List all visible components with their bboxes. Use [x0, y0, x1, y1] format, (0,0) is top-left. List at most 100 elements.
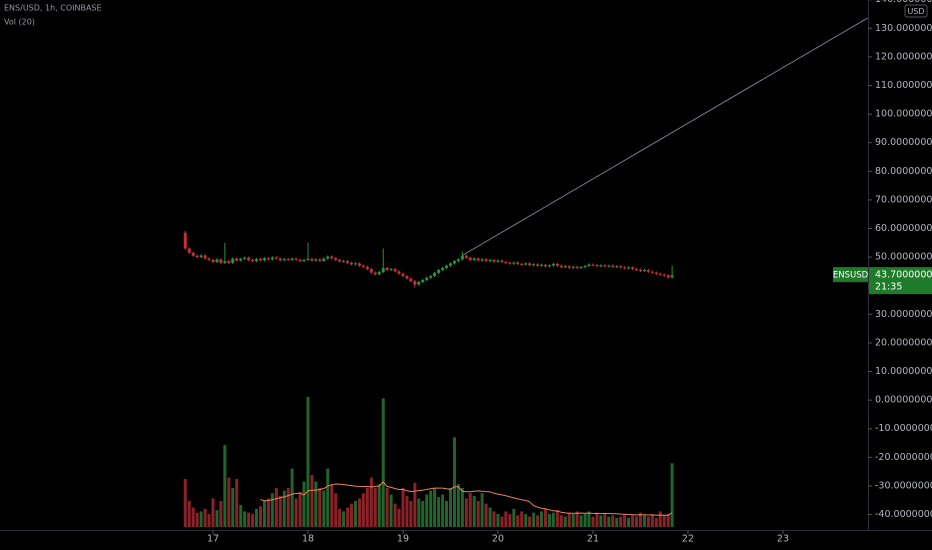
candle-body	[290, 258, 294, 260]
candle-body	[631, 267, 635, 270]
candle-body	[508, 262, 512, 264]
volume-bar	[543, 508, 547, 527]
candle-body	[349, 262, 353, 265]
candle-body	[199, 255, 203, 258]
candle-body	[405, 276, 409, 279]
volume-bar	[524, 514, 528, 527]
volume-bar	[298, 491, 302, 527]
symbol-badge	[833, 267, 868, 283]
x-tick-label: 19	[397, 534, 409, 545]
volume-bar	[314, 481, 318, 527]
candle-body	[314, 259, 318, 261]
volume-bar	[536, 515, 540, 527]
candle-body	[567, 266, 571, 268]
candle-body	[591, 264, 595, 266]
candle-body	[223, 261, 227, 263]
volume-bar	[266, 498, 270, 527]
candle-body	[638, 269, 642, 271]
y-tick-label: -30.00000000	[875, 480, 932, 491]
candle-body	[294, 258, 298, 260]
candle-body	[571, 266, 575, 268]
volume-bar	[262, 501, 266, 527]
y-tick-label: 60.00000000	[875, 223, 932, 234]
volume-bar	[599, 515, 603, 527]
volume-bar	[623, 514, 627, 527]
volume-bar	[342, 511, 346, 527]
volume-bar	[310, 475, 314, 527]
candle-body	[187, 248, 191, 253]
y-tick-label: -10.00000000	[875, 423, 932, 434]
volume-bar	[302, 481, 306, 527]
candle-body	[504, 261, 508, 263]
candle-body	[425, 277, 429, 281]
candle-body	[231, 258, 235, 263]
candle-body	[254, 259, 258, 262]
candle-body	[417, 282, 421, 285]
candle-body	[195, 255, 199, 258]
x-tick-label: 21	[587, 534, 599, 545]
candle-body	[460, 255, 464, 260]
volume-bar	[611, 515, 615, 527]
volume-bar	[500, 516, 504, 527]
volume-bar	[349, 503, 353, 527]
volume-bar	[587, 511, 591, 527]
candle-body	[270, 257, 274, 260]
volume-bar	[203, 508, 207, 527]
candle-body	[488, 259, 492, 262]
volume-bar	[607, 516, 611, 527]
volume-bar	[634, 516, 638, 527]
candle-body	[492, 259, 496, 262]
y-tick-label: 110.00000000	[875, 80, 932, 91]
volume-bar	[413, 482, 417, 527]
candle-body	[520, 263, 524, 265]
candle-body	[302, 259, 306, 262]
candle-body	[468, 257, 472, 260]
candle-body	[219, 259, 223, 263]
candle-body	[642, 269, 646, 271]
volume-bar	[409, 501, 413, 527]
volume-bar	[211, 498, 215, 527]
volume-bar	[512, 508, 516, 527]
y-tick-label: 50.00000000	[875, 252, 932, 263]
candle-body	[575, 266, 579, 268]
candle-body	[251, 259, 255, 262]
candle-body	[282, 259, 286, 261]
volume-bar	[425, 494, 429, 527]
volume-bar	[555, 510, 559, 527]
volume-bar	[547, 514, 551, 527]
volume-bar	[330, 484, 334, 527]
volume-bar	[381, 398, 385, 527]
y-tick-label: 30.00000000	[875, 309, 932, 320]
volume-bar	[373, 488, 377, 527]
candle-body	[615, 266, 619, 268]
volume-bar	[551, 512, 555, 527]
volume-bar	[282, 490, 286, 527]
y-tick-label: 90.00000000	[875, 137, 932, 148]
y-tick-label: -40.00000000	[875, 509, 932, 520]
volume-bar	[654, 517, 658, 527]
volume-bar	[583, 514, 587, 527]
candle-body	[191, 252, 195, 256]
volume-bar	[219, 501, 223, 527]
candle-body	[207, 258, 211, 260]
volume-bar	[187, 501, 191, 527]
volume-bar	[433, 488, 437, 527]
volume-bar	[504, 511, 508, 527]
chart-title: ENS/USD, 1h, COINBASE	[4, 4, 102, 13]
volume-bar	[397, 508, 401, 527]
volume-bar	[417, 498, 421, 527]
volume-bar	[191, 507, 195, 527]
candle-body	[599, 265, 603, 267]
candle-body	[393, 269, 397, 272]
volume-bar	[650, 514, 654, 527]
candle-body	[583, 265, 587, 268]
candle-body	[496, 260, 500, 262]
candle-body	[421, 280, 425, 283]
candle-body	[365, 266, 369, 270]
candle-body	[611, 265, 615, 267]
candle-body	[433, 272, 437, 277]
currency-label: USD	[907, 7, 924, 16]
axes: 140.00000000 130.00000000 120.00000000 110.…	[207, 0, 932, 545]
volume-bar	[595, 512, 599, 527]
